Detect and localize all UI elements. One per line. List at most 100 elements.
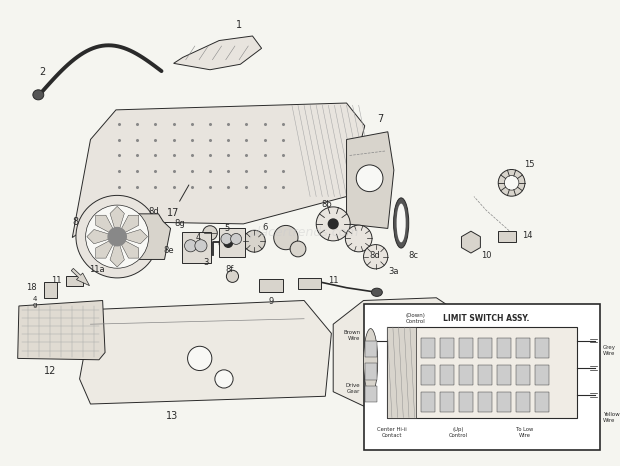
Polygon shape xyxy=(110,237,125,267)
Circle shape xyxy=(363,245,388,269)
Circle shape xyxy=(76,195,159,278)
Circle shape xyxy=(504,176,519,190)
Text: 6: 6 xyxy=(263,223,268,232)
Text: 11: 11 xyxy=(329,276,339,285)
Bar xyxy=(497,365,511,385)
Bar xyxy=(365,386,376,402)
Bar xyxy=(516,338,530,358)
Text: 4: 4 xyxy=(196,233,201,242)
Bar xyxy=(497,338,511,358)
Polygon shape xyxy=(79,301,331,404)
Circle shape xyxy=(86,205,149,268)
Bar xyxy=(45,282,56,298)
Bar xyxy=(365,341,376,357)
Text: 12: 12 xyxy=(44,366,56,376)
Bar xyxy=(388,327,415,418)
Bar xyxy=(259,279,283,292)
Text: Brown
Wire: Brown Wire xyxy=(343,330,360,341)
Circle shape xyxy=(203,226,217,240)
Circle shape xyxy=(226,270,239,282)
Circle shape xyxy=(224,239,232,247)
Text: 3a: 3a xyxy=(388,267,398,276)
Polygon shape xyxy=(117,215,139,237)
FancyArrow shape xyxy=(71,268,89,286)
Bar xyxy=(459,392,473,412)
Bar xyxy=(440,365,454,385)
Polygon shape xyxy=(333,298,480,421)
Text: (Down)
Control: (Down) Control xyxy=(405,313,425,324)
Polygon shape xyxy=(117,237,139,258)
Polygon shape xyxy=(461,231,480,253)
Text: 8: 8 xyxy=(73,217,78,226)
Circle shape xyxy=(219,234,237,252)
Bar xyxy=(365,363,376,379)
Text: To Low
Wire: To Low Wire xyxy=(516,427,533,438)
Text: placertrends.com: placertrends.com xyxy=(249,226,359,240)
Text: Grey
Wire: Grey Wire xyxy=(603,345,616,356)
Circle shape xyxy=(195,240,207,252)
Circle shape xyxy=(188,346,212,370)
Text: 11: 11 xyxy=(51,276,61,285)
Text: 8d: 8d xyxy=(148,206,159,216)
Polygon shape xyxy=(110,206,125,237)
Circle shape xyxy=(244,230,265,252)
Bar xyxy=(459,365,473,385)
Text: 9: 9 xyxy=(268,297,273,306)
Bar xyxy=(516,365,530,385)
Bar xyxy=(535,365,549,385)
Circle shape xyxy=(498,170,525,196)
Ellipse shape xyxy=(397,204,405,242)
Text: 8d: 8d xyxy=(370,251,380,260)
Polygon shape xyxy=(73,103,365,238)
Bar xyxy=(497,392,511,412)
Text: 3: 3 xyxy=(203,258,208,267)
Text: g: g xyxy=(33,302,37,308)
Polygon shape xyxy=(119,214,170,260)
Polygon shape xyxy=(117,229,148,244)
Text: Yellow
Wire: Yellow Wire xyxy=(603,412,620,423)
Bar xyxy=(498,231,516,242)
Circle shape xyxy=(403,359,433,390)
Circle shape xyxy=(221,233,232,244)
Text: 7: 7 xyxy=(377,115,383,124)
Bar xyxy=(459,338,473,358)
Text: 8f: 8f xyxy=(226,265,234,274)
Text: 2: 2 xyxy=(39,67,45,77)
Text: 14: 14 xyxy=(523,231,533,240)
Circle shape xyxy=(329,219,338,229)
Circle shape xyxy=(356,165,383,192)
Text: 13: 13 xyxy=(166,411,178,421)
Circle shape xyxy=(274,226,298,250)
Bar xyxy=(182,232,211,263)
Bar xyxy=(363,304,600,450)
Text: Drive
Gear: Drive Gear xyxy=(346,383,360,394)
Polygon shape xyxy=(174,36,262,70)
Bar xyxy=(421,365,435,385)
Text: 8g: 8g xyxy=(174,219,185,228)
Bar xyxy=(478,392,492,412)
Bar xyxy=(298,278,321,289)
Polygon shape xyxy=(18,301,105,360)
Text: 8c: 8c xyxy=(409,251,419,260)
Bar xyxy=(440,392,454,412)
Circle shape xyxy=(185,240,197,252)
Polygon shape xyxy=(347,132,394,228)
Bar xyxy=(66,276,83,287)
Ellipse shape xyxy=(363,329,378,394)
Text: 17: 17 xyxy=(167,208,180,218)
Text: 18: 18 xyxy=(27,283,37,292)
Bar xyxy=(535,338,549,358)
Text: Center Hi-ii
Contact: Center Hi-ii Contact xyxy=(377,427,407,438)
Polygon shape xyxy=(87,229,117,244)
Ellipse shape xyxy=(33,90,44,100)
Circle shape xyxy=(386,387,407,409)
Bar xyxy=(478,338,492,358)
Text: 4: 4 xyxy=(33,296,37,302)
Bar xyxy=(478,365,492,385)
Text: 15: 15 xyxy=(524,160,534,169)
Text: (Up)
Control: (Up) Control xyxy=(449,427,467,438)
Circle shape xyxy=(345,225,372,252)
Circle shape xyxy=(231,233,242,244)
Bar xyxy=(516,392,530,412)
Ellipse shape xyxy=(394,198,409,248)
